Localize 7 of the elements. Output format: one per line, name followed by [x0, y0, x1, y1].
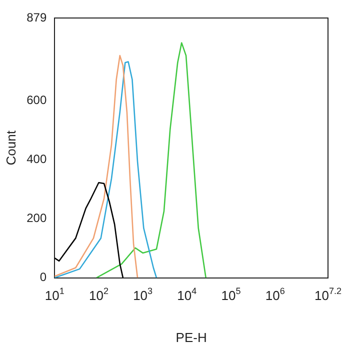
y-tick-label: 0 [40, 270, 47, 284]
y-tick-label: 200 [26, 211, 47, 225]
y-tick-label: 600 [26, 92, 47, 107]
x-axis-title: PE-H [176, 330, 207, 345]
y-tick-label: 879 [26, 10, 47, 24]
y-tick-label: 400 [26, 152, 47, 166]
y-axis-title: Count [3, 130, 18, 166]
